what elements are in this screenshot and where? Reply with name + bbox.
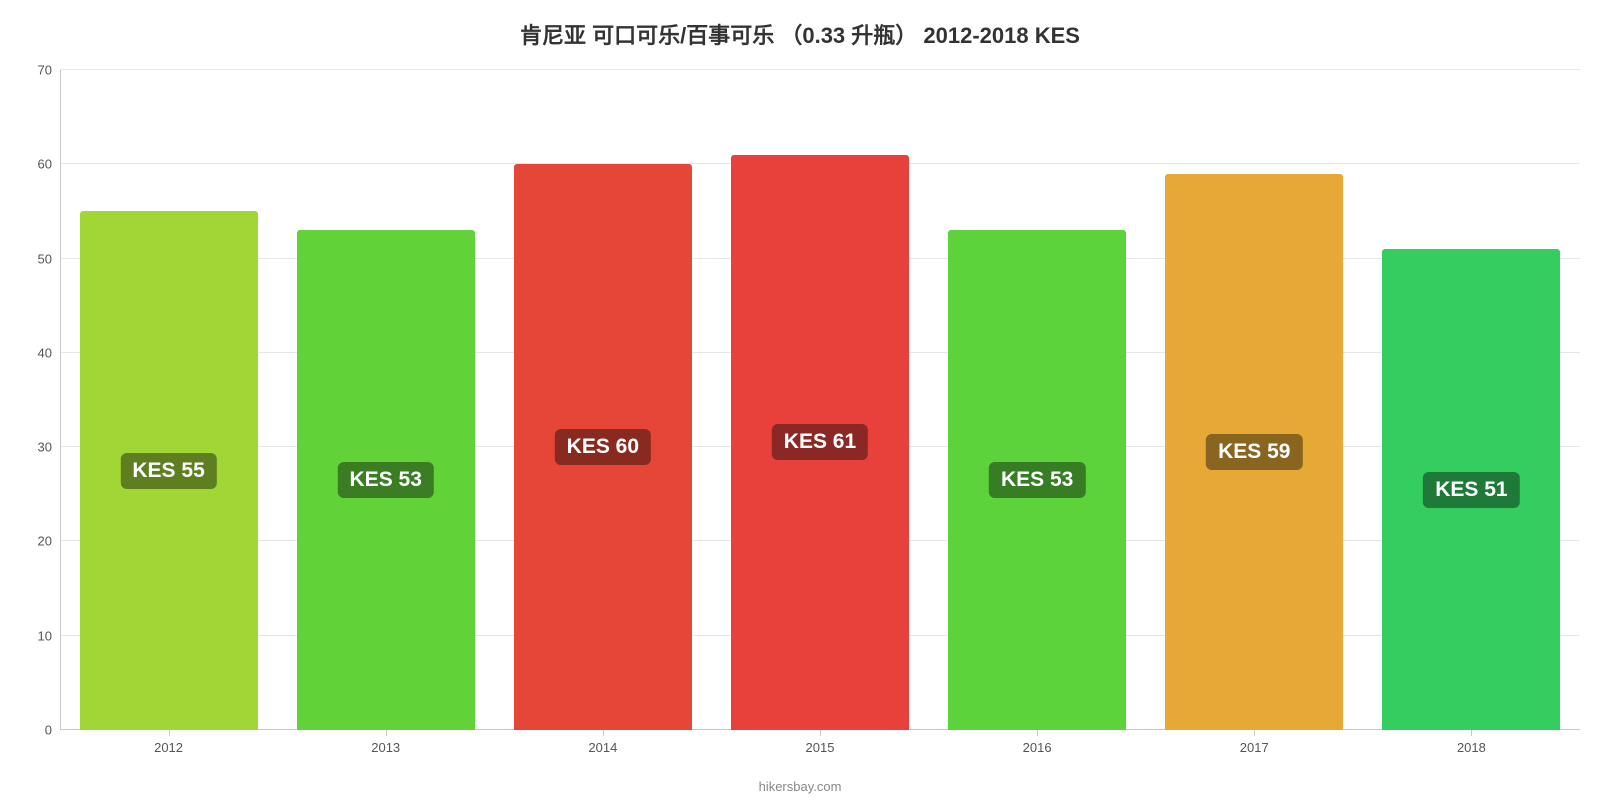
chart-title: 肯尼亚 可口可乐/百事可乐 （0.33 升瓶） 2012-2018 KES (0, 0, 1600, 60)
bar: KES 61 (731, 155, 909, 730)
bar-value-badge: KES 55 (120, 453, 216, 489)
bar: KES 53 (297, 230, 475, 730)
x-tick-label: 2017 (1240, 740, 1269, 755)
bar: KES 60 (514, 164, 692, 730)
bar: KES 55 (80, 211, 258, 730)
bar-slot: KES 592017 (1146, 70, 1363, 730)
x-tick (386, 730, 387, 736)
x-tick (1254, 730, 1255, 736)
bar-slot: KES 512018 (1363, 70, 1580, 730)
y-tick-label: 70 (38, 63, 60, 78)
x-tick (820, 730, 821, 736)
x-tick (603, 730, 604, 736)
x-tick (169, 730, 170, 736)
y-tick-label: 40 (38, 345, 60, 360)
bar-value-badge: KES 59 (1206, 434, 1302, 470)
y-tick-label: 0 (45, 723, 60, 738)
x-tick-label: 2012 (154, 740, 183, 755)
bar-value-badge: KES 53 (338, 462, 434, 498)
x-tick (1471, 730, 1472, 736)
y-tick-label: 50 (38, 251, 60, 266)
x-tick-label: 2014 (588, 740, 617, 755)
bar-value-badge: KES 61 (772, 424, 868, 460)
chart-footer: hikersbay.com (0, 779, 1600, 794)
bar-slot: KES 552012 (60, 70, 277, 730)
y-tick-label: 30 (38, 440, 60, 455)
x-tick-label: 2016 (1023, 740, 1052, 755)
y-tick-label: 60 (38, 157, 60, 172)
bar: KES 51 (1382, 249, 1560, 730)
bar-slot: KES 602014 (494, 70, 711, 730)
chart-container: 肯尼亚 可口可乐/百事可乐 （0.33 升瓶） 2012-2018 KES 0 1… (0, 0, 1600, 800)
y-tick-label: 10 (38, 628, 60, 643)
bar-slot: KES 532013 (277, 70, 494, 730)
x-tick (1037, 730, 1038, 736)
bar-value-badge: KES 53 (989, 462, 1085, 498)
x-tick-label: 2018 (1457, 740, 1486, 755)
y-tick-label: 20 (38, 534, 60, 549)
bars-layer: KES 552012KES 532013KES 602014KES 612015… (60, 70, 1580, 730)
plot-region: 010203040506070 KES 552012KES 532013KES … (60, 70, 1580, 730)
bar-value-badge: KES 51 (1423, 472, 1519, 508)
bar-value-badge: KES 60 (555, 429, 651, 465)
bar: KES 53 (948, 230, 1126, 730)
bar-slot: KES 532016 (929, 70, 1146, 730)
bar-slot: KES 612015 (711, 70, 928, 730)
x-tick-label: 2015 (806, 740, 835, 755)
x-tick-label: 2013 (371, 740, 400, 755)
bar: KES 59 (1165, 174, 1343, 730)
